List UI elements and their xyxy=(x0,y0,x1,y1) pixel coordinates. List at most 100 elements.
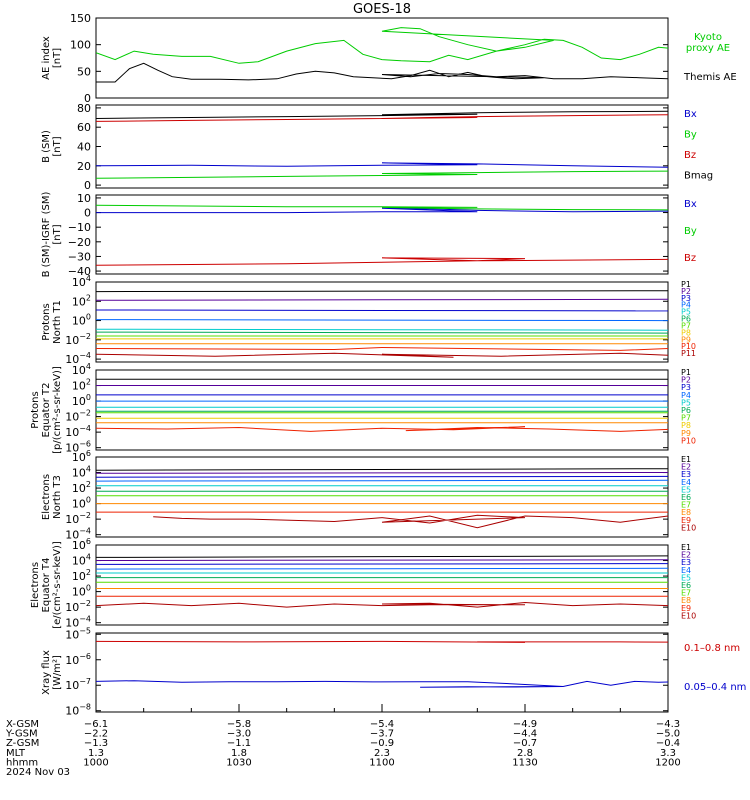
x-tick-label: −3.7 xyxy=(370,729,394,740)
y-tick-label: 102 xyxy=(72,378,91,393)
x-tick-label: −4.3 xyxy=(656,719,680,730)
x-row-label: Z-GSM xyxy=(6,738,39,749)
y-tick-exponent: 4 xyxy=(86,465,91,474)
legend-label: P4 xyxy=(681,301,691,310)
legend-label: P10 xyxy=(681,342,696,351)
x-tick-label: 1.8 xyxy=(231,748,247,759)
y-tick-label: 150 xyxy=(70,12,91,25)
x-tick-label: −3.0 xyxy=(227,729,251,740)
x-tick-label: −0.4 xyxy=(656,738,680,749)
legend-label: E5 xyxy=(681,573,691,582)
legend-label: E2 xyxy=(681,463,691,472)
legend-label: P10 xyxy=(681,436,696,445)
y-tick-exponent: −4 xyxy=(79,527,91,536)
legend-label: P9 xyxy=(681,335,691,344)
legend-label: P5 xyxy=(681,308,691,317)
y-tick-label: −10 xyxy=(68,221,91,234)
legend-label: E8 xyxy=(681,508,691,517)
y-tick-exponent: −2 xyxy=(79,511,91,520)
x-tick-label: −4.9 xyxy=(513,719,537,730)
y-tick-label: −40 xyxy=(68,265,91,278)
x-tick-label: 2.3 xyxy=(374,748,390,759)
legend-label: 0.1–0.8 nm xyxy=(684,643,740,654)
legend-label: Bx xyxy=(684,109,697,120)
panel-frame xyxy=(95,544,669,626)
x-tick-label: 1100 xyxy=(369,757,394,768)
y-tick-label: 10 xyxy=(77,192,91,205)
y-tick-label: 10−2 xyxy=(65,409,91,424)
y-tick-label: 0 xyxy=(84,92,91,105)
x-tick-label: −4.4 xyxy=(513,729,537,740)
legend-label: E4 xyxy=(681,478,691,487)
x-tick-label: −1.1 xyxy=(227,738,251,749)
series-line-by xyxy=(96,204,668,211)
series-line-e4 xyxy=(96,567,668,570)
panel-frame xyxy=(95,17,669,99)
y-tick-label: 10−5 xyxy=(65,626,91,641)
y-tick-exponent: −5 xyxy=(79,626,91,635)
legend-label: E3 xyxy=(681,470,691,479)
x-tick-label: 1200 xyxy=(655,757,680,768)
legend-label: E7 xyxy=(681,501,691,510)
legend-label: P2 xyxy=(681,376,691,385)
y-tick-label: 100 xyxy=(72,584,91,599)
legend-label: E10 xyxy=(681,523,696,532)
y-axis-label: [e/(cm²-s-sr-keV)] xyxy=(52,541,63,629)
series-line-e10 xyxy=(96,601,668,608)
x-row-label: 2024 Nov 03 xyxy=(6,767,70,778)
y-tick-label: −30 xyxy=(68,250,91,263)
y-axis-label: [nT] xyxy=(52,136,63,156)
y-tick-label: 104 xyxy=(72,274,91,289)
y-axis-label: Equator T4 xyxy=(41,558,52,613)
y-tick-exponent: −7 xyxy=(79,677,91,686)
panel-xray: 10−5 10−6 10−7 10−8 Xray flux [W/m²] 0.1–0.8 n… xyxy=(41,626,746,717)
chart-title: GOES-18 xyxy=(353,2,411,17)
x-tick-label: 1000 xyxy=(83,757,108,768)
legend-label: By xyxy=(684,130,697,141)
legend-label: P11 xyxy=(681,349,696,358)
y-tick-exponent: 2 xyxy=(86,480,91,489)
series-line-p2 xyxy=(96,298,668,301)
panel-bigrf: 10 0−10 −20−30 −40 B (SM)-IGRF (SM) [nT] Bx By B… xyxy=(41,192,697,279)
panel-frame xyxy=(95,194,669,275)
legend-label: P6 xyxy=(681,315,691,324)
legend-label: P7 xyxy=(681,321,691,330)
series-line-p5 xyxy=(96,328,668,331)
x-tick-label: 1030 xyxy=(226,757,251,768)
x-tick-label: −5.0 xyxy=(656,729,680,740)
y-tick-exponent: 4 xyxy=(86,553,91,562)
x-row-label: MLT xyxy=(6,748,26,759)
y-axis-label: Electrons xyxy=(41,474,52,520)
series-line-e1 xyxy=(96,555,668,558)
y-tick-exponent: −2 xyxy=(79,332,91,341)
y-tick-label: 106 xyxy=(72,449,91,464)
series-line-0-05-0-4-nm xyxy=(96,680,668,690)
legend-label: E2 xyxy=(681,551,691,560)
series-line-e4 xyxy=(96,479,668,482)
x-tick-label: −5.4 xyxy=(370,719,394,730)
panel-bsm: 0 20 40 60 80 B (SM) [nT] Bx By Bz Bmag xyxy=(41,102,713,192)
y-axis-label: Protons xyxy=(30,391,41,428)
y-tick-label: 0 xyxy=(84,179,91,192)
y-tick-label: 10−2 xyxy=(65,599,91,614)
y-axis-label: AE index xyxy=(41,36,52,80)
y-tick-exponent: 2 xyxy=(86,378,91,387)
series-line-e2 xyxy=(96,472,668,474)
y-tick-label: 10−6 xyxy=(65,652,91,667)
y-axis-label: North T3 xyxy=(52,475,63,519)
series-line-p6 xyxy=(96,331,668,334)
series-line-e3 xyxy=(96,563,668,565)
y-tick-label: 104 xyxy=(72,553,91,568)
y-axis-label: [nT] xyxy=(52,48,63,68)
x-tick-label: −1.3 xyxy=(84,738,108,749)
x-row-label: hhmm xyxy=(6,757,38,768)
series-line-e3 xyxy=(96,475,668,478)
legend-label: Bx xyxy=(684,199,697,210)
y-tick-label: 102 xyxy=(72,568,91,583)
y-axis-label: Xray flux xyxy=(41,650,52,695)
legend-label: P5 xyxy=(681,398,691,407)
y-tick-exponent: 6 xyxy=(86,449,91,458)
legend-label: By xyxy=(684,226,697,237)
